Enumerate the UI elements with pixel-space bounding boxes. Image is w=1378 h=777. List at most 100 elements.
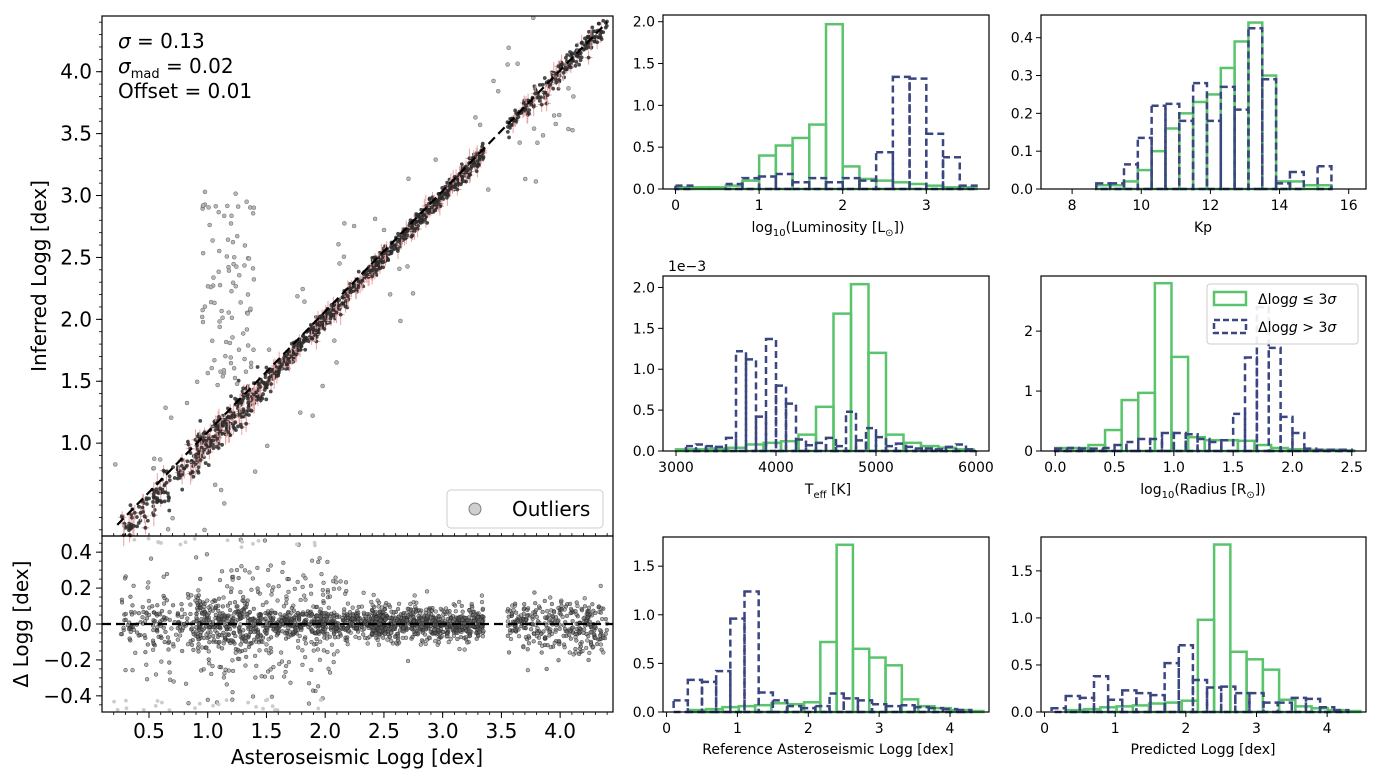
- residual-point: [458, 635, 463, 640]
- data-point: [198, 458, 203, 462]
- y-tick-label: 0.0: [633, 444, 655, 460]
- residual-point: [161, 625, 166, 630]
- residual-point: [549, 601, 555, 607]
- residual-outlier-point: [275, 708, 280, 712]
- data-point: [135, 524, 140, 529]
- residual-point: [217, 664, 222, 670]
- residual-outlier-point: [132, 537, 137, 542]
- residual-point: [310, 558, 315, 563]
- residual-point: [435, 642, 440, 647]
- residual-outlier-point: [156, 540, 161, 544]
- residual-point: [254, 663, 259, 668]
- residual-outlier-point: [193, 706, 197, 710]
- outlier-point: [231, 366, 237, 371]
- residual-point: [155, 603, 160, 608]
- residual-point: [207, 661, 212, 666]
- outlier-point: [233, 283, 239, 289]
- data-point: [213, 428, 218, 432]
- residual-point: [362, 619, 368, 624]
- residual-point: [186, 701, 191, 706]
- data-point: [217, 415, 221, 419]
- residual-point: [562, 645, 567, 650]
- panel-residual: 0.5 1.0 1.5 2.0 2.5 3.0 3.5 4.0 −0.4 −0.2 0.0 0.2 0.…: [9, 535, 614, 769]
- residual-point: [333, 575, 338, 580]
- residual-point: [354, 626, 359, 631]
- outlier-point: [227, 340, 233, 346]
- data-point: [167, 508, 172, 513]
- residual-point: [603, 631, 608, 636]
- residual-point: [334, 626, 339, 631]
- residual-point: [118, 632, 124, 637]
- main-data-points: [113, 15, 609, 547]
- residual-point: [216, 596, 222, 601]
- residual-point: [162, 596, 167, 601]
- residual-point: [401, 626, 406, 631]
- residual-point: [403, 635, 409, 640]
- residual-point: [216, 644, 221, 649]
- residual-point: [462, 647, 467, 652]
- residual-y-tick-label: −0.2: [43, 648, 92, 672]
- outlier-point: [210, 338, 215, 344]
- outlier-point: [234, 381, 240, 387]
- residual-outlier-point: [146, 536, 151, 541]
- residual-point: [136, 633, 141, 638]
- residual-point: [317, 657, 323, 662]
- residual-point: [188, 611, 193, 617]
- residual-point: [146, 612, 152, 618]
- residual-point: [195, 607, 201, 613]
- residual-point: [457, 628, 462, 633]
- data-point: [206, 436, 211, 441]
- residual-point: [175, 637, 180, 642]
- data-point: [396, 231, 400, 236]
- residual-point: [530, 614, 535, 619]
- residual-point: [523, 625, 528, 631]
- residual-point: [260, 602, 265, 608]
- residual-point: [226, 668, 231, 673]
- residual-point: [326, 666, 331, 671]
- data-point: [540, 82, 545, 87]
- residual-point: [479, 618, 485, 624]
- residual-point: [472, 618, 477, 623]
- data-point: [561, 70, 566, 75]
- residual-outlier-point: [254, 705, 258, 709]
- data-point: [563, 67, 567, 72]
- outlier-point: [410, 291, 416, 296]
- residual-point: [564, 613, 570, 618]
- data-point: [399, 235, 404, 240]
- residual-point: [241, 595, 246, 600]
- outlier-point: [221, 367, 227, 373]
- outlier-point: [225, 237, 231, 242]
- residual-point: [250, 576, 255, 581]
- data-point: [574, 43, 579, 48]
- residual-point: [122, 576, 128, 581]
- data-point: [322, 326, 327, 331]
- residual-point: [194, 625, 199, 630]
- residual-point: [476, 611, 481, 616]
- residual-point: [535, 630, 540, 635]
- data-point: [467, 156, 472, 161]
- residual-point: [447, 618, 452, 623]
- residual-point: [207, 634, 212, 639]
- residual-point: [590, 602, 595, 607]
- outlier-point: [151, 465, 157, 471]
- data-point: [263, 375, 268, 380]
- residual-point: [525, 606, 531, 611]
- outlier-point: [165, 527, 171, 532]
- outlier-point: [342, 221, 347, 226]
- data-point: [556, 86, 561, 91]
- residual-point: [255, 565, 260, 570]
- y-tick-label: 0.5: [633, 403, 655, 419]
- residual-point: [338, 579, 343, 584]
- residual-point: [326, 605, 331, 610]
- residual-point: [241, 598, 246, 603]
- residual-point: [560, 614, 565, 619]
- residual-point: [446, 639, 451, 645]
- residual-point: [597, 627, 603, 633]
- residual-point: [343, 580, 349, 585]
- x-tick-label: 3: [875, 721, 884, 737]
- residual-point: [506, 614, 511, 619]
- data-point: [513, 108, 518, 113]
- y-tick-label: 0.0: [633, 182, 655, 198]
- data-point: [247, 413, 251, 417]
- residual-point: [361, 590, 366, 595]
